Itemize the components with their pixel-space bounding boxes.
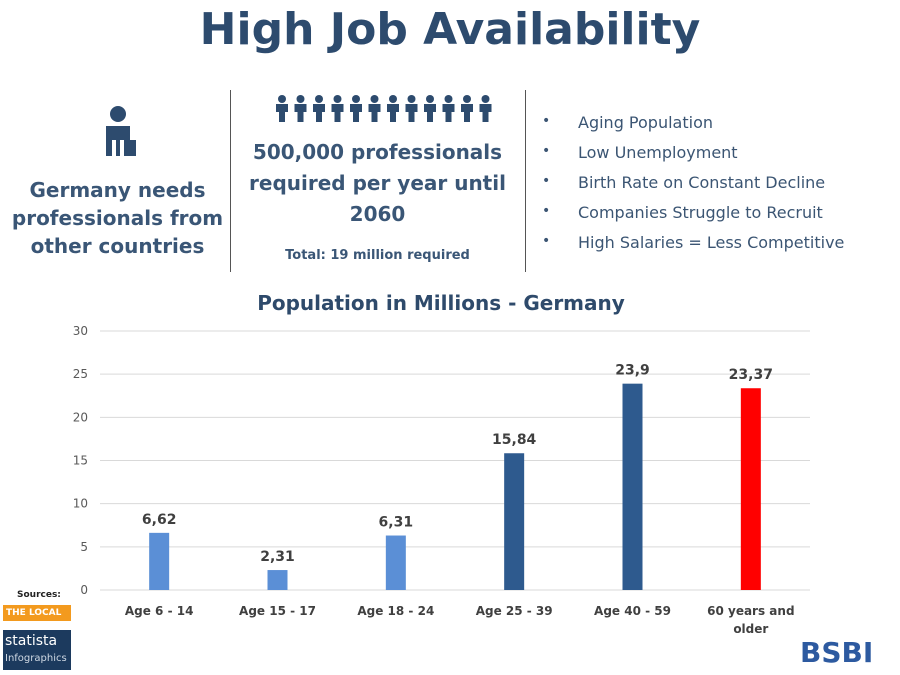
divider: [230, 90, 231, 272]
value-label: 6,31: [379, 515, 414, 531]
x-tick-label: Age 40 - 59: [594, 604, 671, 618]
source-logo: THE LOCAL: [3, 605, 71, 621]
y-tick-label: 10: [73, 497, 88, 511]
bullet-item: High Salaries = Less Competitive: [540, 233, 844, 263]
y-tick-label: 0: [80, 583, 88, 597]
person-icon: [106, 106, 136, 156]
people-icon: [333, 95, 342, 103]
y-tick-label: 25: [73, 367, 88, 381]
y-tick-label: 30: [73, 324, 88, 338]
people-icon: [426, 95, 434, 103]
people-icon: [350, 104, 362, 122]
people-icon: [294, 104, 307, 122]
x-tick-label: 60 years and older: [707, 604, 795, 636]
people-icon: [276, 104, 288, 122]
y-tick-label: 15: [73, 454, 88, 468]
left-panel-text: Germany needs professionals from other c…: [11, 178, 224, 258]
source-logo: statista: [5, 633, 58, 649]
bar: [622, 383, 643, 590]
bar: [267, 570, 288, 590]
people-icon: [481, 95, 490, 103]
bar: [504, 453, 525, 590]
people-icon: [370, 95, 379, 103]
people-icons: [276, 95, 492, 122]
people-icon: [463, 95, 471, 103]
people-icon: [387, 104, 399, 122]
value-label: 2,31: [260, 549, 295, 565]
people-icon: [442, 104, 455, 122]
bullet-item: Birth Rate on Constant Decline: [540, 173, 844, 203]
source-logo-sub: Infographics: [5, 653, 67, 664]
people-icon: [407, 95, 416, 103]
people-icon: [315, 95, 323, 103]
people-icon: [389, 95, 397, 103]
y-tick-label: 5: [80, 540, 88, 554]
bullet-list: Aging PopulationLow UnemploymentBirth Ra…: [540, 113, 844, 263]
bullet-item: Low Unemployment: [540, 143, 844, 173]
x-tick-label: Age 18 - 24: [357, 604, 435, 618]
bullet-item: Aging Population: [540, 113, 844, 143]
value-label: 15,84: [492, 432, 537, 448]
bar: [740, 388, 761, 590]
people-icon: [444, 95, 453, 103]
bar: [149, 532, 170, 590]
people-icon: [405, 104, 418, 122]
bar: [385, 535, 406, 590]
middle-panel-text: 500,000 professionals required per year …: [249, 140, 506, 226]
x-tick-label: Age 6 - 14: [124, 604, 194, 618]
divider: [525, 90, 526, 272]
brand-logo: BSBI: [800, 636, 874, 669]
value-label: 23,9: [615, 363, 650, 379]
value-label: 23,37: [729, 367, 773, 383]
people-icon: [479, 104, 492, 122]
people-icon: [461, 104, 473, 122]
x-tick-label: Age 25 - 39: [475, 604, 553, 618]
bullet-item: Companies Struggle to Recruit: [540, 203, 844, 233]
source-logo-bg: [3, 630, 71, 670]
people-icon: [368, 104, 381, 122]
x-tick-label: Age 15 - 17: [239, 604, 316, 618]
people-icon: [424, 104, 436, 122]
slide-title: High Job Availability: [199, 4, 701, 55]
value-label: 6,62: [142, 512, 177, 528]
people-icon: [331, 104, 344, 122]
y-tick-label: 20: [73, 410, 88, 424]
sources-label: Sources:: [17, 590, 61, 600]
people-icon: [296, 95, 305, 103]
people-icon: [352, 95, 360, 103]
people-icon: [278, 95, 286, 103]
chart-title: Population in Millions - Germany: [257, 291, 625, 315]
people-icon: [313, 104, 325, 122]
middle-panel-note: Total: 19 million required: [285, 248, 470, 263]
